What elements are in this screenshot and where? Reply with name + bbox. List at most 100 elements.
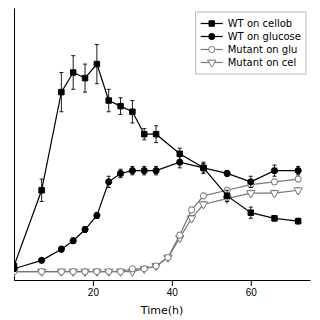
point (37, 269, 45, 276)
point (130, 109, 135, 114)
error-bar (178, 148, 182, 159)
point (272, 216, 277, 221)
legend-label: WT on cellob (228, 18, 292, 29)
error-bar (59, 72, 63, 111)
point (201, 165, 206, 170)
point (295, 168, 301, 174)
error-bar (83, 64, 87, 92)
point (129, 168, 135, 174)
error-bar (130, 101, 134, 123)
x-tick-mark (172, 280, 173, 286)
point (247, 191, 255, 198)
series-line (14, 179, 298, 272)
point (294, 188, 302, 195)
point (93, 269, 101, 276)
error-bar (225, 190, 229, 201)
point (14, 263, 17, 268)
point (295, 176, 301, 182)
point (177, 159, 183, 165)
legend-marker (208, 60, 216, 67)
legend-label: Mutant on cel (228, 57, 297, 68)
point (39, 257, 45, 263)
point (59, 89, 64, 94)
error-bar (272, 216, 276, 222)
point (39, 188, 44, 193)
point (153, 263, 159, 269)
point (248, 179, 254, 185)
x-tick-mark (251, 280, 252, 286)
error-bar (296, 218, 300, 224)
x-tick: 40 (167, 280, 179, 298)
point (153, 168, 159, 174)
point (152, 264, 160, 271)
legend-item: WT on glucose (201, 31, 301, 42)
point (39, 268, 45, 274)
point (142, 131, 147, 136)
point (224, 193, 229, 198)
error-bar (107, 89, 111, 111)
series-line (14, 190, 298, 271)
point (57, 269, 65, 276)
point (106, 179, 112, 185)
point (106, 98, 111, 103)
point (82, 268, 88, 274)
point (177, 151, 182, 156)
point (141, 168, 147, 174)
point (164, 255, 172, 262)
x-tick-label: 40 (167, 287, 179, 298)
error-bar (119, 98, 123, 115)
point (58, 246, 64, 252)
chart: 20 40 60 WT on cellob WT on glucose Mutant on… (0, 0, 320, 320)
x-axis-title: Time(h) (140, 304, 183, 317)
point (81, 269, 89, 276)
data-area (14, 44, 302, 276)
point (82, 226, 88, 232)
error-bar (154, 126, 158, 143)
error-bar (40, 179, 44, 201)
point (70, 70, 75, 75)
error-bar (201, 164, 205, 172)
series-line (14, 64, 298, 266)
x-axis-line (15, 280, 311, 281)
legend-label: WT on glucose (228, 31, 301, 42)
point (105, 269, 113, 276)
point (82, 75, 87, 80)
x-tick-mark (93, 280, 94, 286)
error-bar (14, 263, 16, 269)
x-tick: 20 (88, 280, 100, 298)
plot: 20 40 60 WT on cellob WT on glucose Mutant on… (10, 9, 311, 299)
legend-item: Mutant on glu (201, 44, 298, 55)
point (118, 103, 123, 108)
point (70, 268, 76, 274)
point (270, 191, 278, 198)
legend-item: WT on cellob (201, 18, 292, 29)
point (200, 165, 206, 171)
point (69, 269, 77, 276)
point (129, 266, 135, 272)
point (200, 193, 206, 199)
x-tick-label: 60 (246, 287, 258, 298)
legend-marker (209, 21, 214, 26)
error-bar (201, 162, 205, 173)
series (14, 176, 301, 275)
point (141, 266, 147, 272)
legend-marker (209, 33, 215, 39)
x-axis: 20 40 60 (15, 280, 311, 298)
point (177, 232, 183, 238)
point (199, 202, 207, 209)
point (94, 268, 100, 274)
error-bar (249, 207, 253, 218)
point (271, 168, 277, 174)
point (94, 212, 100, 218)
point (224, 170, 230, 176)
error-bar (95, 44, 99, 83)
point (58, 268, 64, 274)
point (271, 179, 277, 185)
error-bar (142, 129, 146, 140)
legend-marker (209, 46, 215, 52)
point (116, 269, 124, 276)
legend: WT on cellob WT on glucose Mutant on glu Mu… (196, 12, 306, 74)
point (165, 254, 171, 260)
series (14, 187, 302, 276)
x-tick-label: 20 (88, 287, 100, 298)
